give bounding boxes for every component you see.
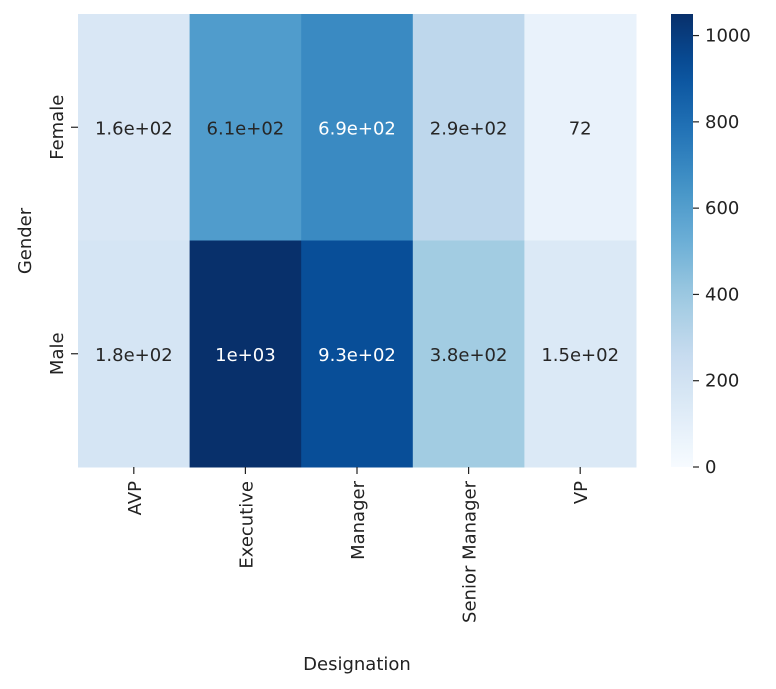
cell-annotation: 1e+03 xyxy=(215,345,276,366)
colorbar-tick-label: 0 xyxy=(705,457,716,478)
cell-annotation: 1.6e+02 xyxy=(95,118,173,139)
x-axis-label: Designation xyxy=(303,654,411,675)
x-tick-label: Manager xyxy=(348,480,369,559)
colorbar-tick-label: 800 xyxy=(705,112,739,133)
colorbar-tick-label: 200 xyxy=(705,371,739,392)
y-axis: Female Male xyxy=(47,95,78,375)
cell-annotations: 1.6e+02 6.1e+02 6.9e+02 2.9e+02 72 1.8e+02 1e+… xyxy=(95,118,619,366)
heatmap-cell xyxy=(412,240,525,468)
x-tick-label: Senior Manager xyxy=(460,480,481,623)
cell-annotation: 1.8e+02 xyxy=(95,345,173,366)
cell-annotation: 2.9e+02 xyxy=(430,118,508,139)
x-axis: AVP Executive Manager Senior Manager VP xyxy=(125,467,592,623)
heatmap-cells xyxy=(78,14,637,468)
heatmap-cell xyxy=(189,240,302,468)
heatmap-cell xyxy=(524,14,637,241)
heatmap-cell xyxy=(78,14,191,241)
y-tick-label: Female xyxy=(47,95,68,160)
x-tick-label: Executive xyxy=(236,481,257,569)
x-tick-label: AVP xyxy=(125,481,146,515)
heatmap-cell xyxy=(189,14,302,241)
heatmap-cell xyxy=(301,14,414,241)
colorbar-tick-label: 1000 xyxy=(705,26,751,47)
heatmap-cell xyxy=(412,14,525,241)
cell-annotation: 6.9e+02 xyxy=(318,118,396,139)
cell-annotation: 72 xyxy=(569,118,592,139)
cell-annotation: 9.3e+02 xyxy=(318,345,396,366)
heatmap-cell xyxy=(301,240,414,468)
colorbar-tick-label: 400 xyxy=(705,284,739,305)
heatmap-cell xyxy=(524,240,637,468)
heatmap-cell xyxy=(78,240,191,468)
colorbar-gradient xyxy=(671,14,693,467)
colorbar-tick-label: 600 xyxy=(705,198,739,219)
y-tick-label: Male xyxy=(47,332,68,375)
cell-annotation: 3.8e+02 xyxy=(430,345,508,366)
colorbar: 0 200 400 600 800 1000 xyxy=(671,14,751,478)
cell-annotation: 1.5e+02 xyxy=(541,345,619,366)
cell-annotation: 6.1e+02 xyxy=(207,118,285,139)
x-tick-label: VP xyxy=(571,481,592,504)
y-axis-label: Gender xyxy=(15,207,36,274)
